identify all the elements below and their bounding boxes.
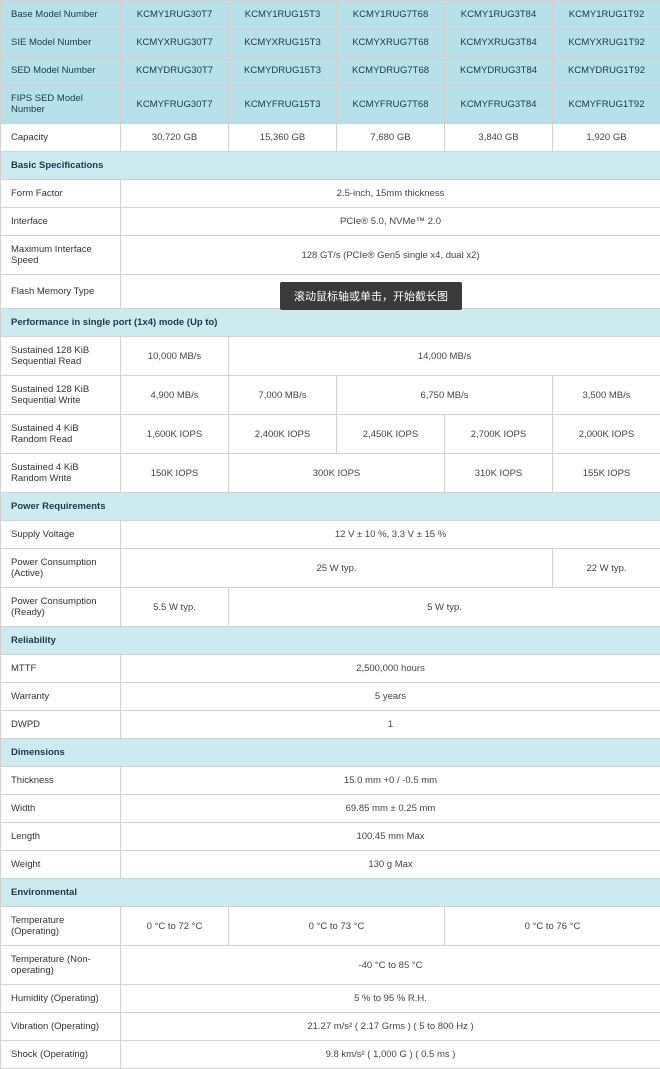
row-capacity: Capacity 30,720 GB 15,360 GB 7,680 GB 3,… xyxy=(1,124,660,152)
cell: KCMYXRUG1T92 xyxy=(553,29,660,57)
label-fips: FIPS SED Model Number xyxy=(1,85,121,124)
cell: KCMYFRUG30T7 xyxy=(121,85,229,124)
row-warranty: Warranty5 years xyxy=(1,683,660,711)
cell: KCMYXRUG3T84 xyxy=(445,29,553,57)
cell: KCMYDRUG1T92 xyxy=(553,57,660,85)
cell: 30,720 GB xyxy=(121,124,229,152)
cell: 1,920 GB xyxy=(553,124,660,152)
cell: KCMYFRUG1T92 xyxy=(553,85,660,124)
row-seq-read: Sustained 128 KiB Sequential Read 10,000… xyxy=(1,337,660,376)
section-reliability: Reliability xyxy=(1,627,660,655)
row-rand-read: Sustained 4 KiB Random Read 1,600K IOPS … xyxy=(1,415,660,454)
row-supply-voltage: Supply Voltage12 V ± 10 %, 3.3 V ± 15 % xyxy=(1,521,660,549)
section-environmental: Environmental xyxy=(1,879,660,907)
cell: KCMYDRUG30T7 xyxy=(121,57,229,85)
row-length: Length100.45 mm Max xyxy=(1,823,660,851)
row-humidity: Humidity (Operating)5 % to 95 % R.H. xyxy=(1,985,660,1013)
cell: 3,840 GB xyxy=(445,124,553,152)
row-temp-nonoperating: Temperature (Non-operating)-40 °C to 85 … xyxy=(1,946,660,985)
row-dwpd: DWPD1 xyxy=(1,711,660,739)
row-width: Width69.85 mm ± 0.25 mm xyxy=(1,795,660,823)
row-mttf: MTTF2,500,000 hours xyxy=(1,655,660,683)
cell: KCMYXRUG30T7 xyxy=(121,29,229,57)
row-shock: Shock (Operating)9.8 km/s² ( 1,000 G ) (… xyxy=(1,1041,660,1069)
row-sed-model: SED Model Number KCMYDRUG30T7 KCMYDRUG15… xyxy=(1,57,660,85)
section-performance: Performance in single port (1x4) mode (U… xyxy=(1,309,660,337)
spec-table: Base Model Number KCMY1RUG30T7 KCMY1RUG1… xyxy=(0,0,660,1069)
screenshot-tooltip: 滚动鼠标轴或单击，开始截长图 xyxy=(280,282,462,310)
label-base: Base Model Number xyxy=(1,1,121,29)
cell: KCMYDRUG7T68 xyxy=(337,57,445,85)
label-sed: SED Model Number xyxy=(1,57,121,85)
row-power-active: Power Consumption (Active) 25 W typ. 22 … xyxy=(1,549,660,588)
cell: KCMYFRUG7T68 xyxy=(337,85,445,124)
cell: KCMY1RUG15T3 xyxy=(229,1,337,29)
cell: KCMYXRUG15T3 xyxy=(229,29,337,57)
cell: KCMYFRUG15T3 xyxy=(229,85,337,124)
cell: KCMYDRUG3T84 xyxy=(445,57,553,85)
cell: KCMYDRUG15T3 xyxy=(229,57,337,85)
cell: KCMY1RUG1T92 xyxy=(553,1,660,29)
cell: KCMYXRUG7T68 xyxy=(337,29,445,57)
row-fips-model: FIPS SED Model Number KCMYFRUG30T7 KCMYF… xyxy=(1,85,660,124)
row-interface: InterfacePCIe® 5.0, NVMe™ 2.0 xyxy=(1,208,660,236)
row-form-factor: Form Factor2.5-inch, 15mm thickness xyxy=(1,180,660,208)
row-sie-model: SIE Model Number KCMYXRUG30T7 KCMYXRUG15… xyxy=(1,29,660,57)
row-max-interface-speed: Maximum Interface Speed128 GT/s (PCIe® G… xyxy=(1,236,660,275)
section-basic: Basic Specifications xyxy=(1,152,660,180)
row-rand-write: Sustained 4 KiB Random Write 150K IOPS 3… xyxy=(1,454,660,493)
row-base-model: Base Model Number KCMY1RUG30T7 KCMY1RUG1… xyxy=(1,1,660,29)
section-power: Power Requirements xyxy=(1,493,660,521)
cell: 7,680 GB xyxy=(337,124,445,152)
cell: 15,360 GB xyxy=(229,124,337,152)
row-vibration: Vibration (Operating)21.27 m/s² ( 2.17 G… xyxy=(1,1013,660,1041)
row-power-ready: Power Consumption (Ready) 5.5 W typ. 5 W… xyxy=(1,588,660,627)
row-thickness: Thickness15.0 mm +0 / -0.5 mm xyxy=(1,767,660,795)
label-capacity: Capacity xyxy=(1,124,121,152)
label-sie: SIE Model Number xyxy=(1,29,121,57)
row-weight: Weight130 g Max xyxy=(1,851,660,879)
section-dimensions: Dimensions xyxy=(1,739,660,767)
cell: KCMY1RUG3T84 xyxy=(445,1,553,29)
cell: KCMYFRUG3T84 xyxy=(445,85,553,124)
cell: KCMY1RUG7T68 xyxy=(337,1,445,29)
cell: KCMY1RUG30T7 xyxy=(121,1,229,29)
row-temp-operating: Temperature (Operating) 0 °C to 72 °C 0 … xyxy=(1,907,660,946)
row-seq-write: Sustained 128 KiB Sequential Write 4,900… xyxy=(1,376,660,415)
